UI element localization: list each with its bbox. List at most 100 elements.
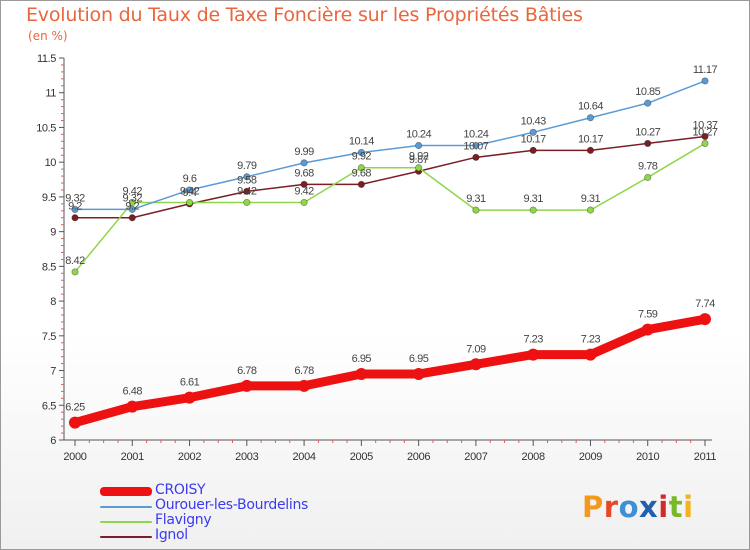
- data-label: 7.09: [466, 343, 486, 355]
- data-label: 10.24: [406, 129, 431, 141]
- data-point: [128, 198, 136, 207]
- data-label: 9.68: [294, 167, 314, 179]
- brand-letter: t: [668, 490, 684, 524]
- legend-label: Flavigny: [155, 512, 212, 528]
- data-point: [472, 141, 480, 150]
- y-tick-label: 6.5: [42, 400, 56, 412]
- data-label: 11.17: [693, 64, 718, 76]
- data-label: 6.78: [237, 365, 257, 377]
- data-label: 10.27: [635, 126, 660, 138]
- data-label: 6.78: [294, 365, 314, 377]
- data-label: 10.64: [578, 101, 603, 113]
- data-label: 9.6: [183, 173, 197, 185]
- x-tick-label: 2004: [292, 451, 315, 463]
- data-point: [415, 141, 423, 150]
- data-label: 7.23: [581, 334, 601, 346]
- data-label: 10.43: [521, 115, 546, 127]
- data-label: 9.92: [352, 151, 372, 163]
- data-label: 9.31: [581, 193, 601, 205]
- data-point: [472, 153, 480, 161]
- y-tick-label: 8.5: [42, 261, 56, 273]
- data-point: [243, 187, 251, 195]
- data-point: [298, 379, 311, 392]
- data-label: 10.24: [463, 129, 488, 141]
- x-tick-label: 2005: [350, 451, 373, 463]
- data-label: 9.99: [294, 146, 314, 158]
- data-label: 6.95: [352, 353, 372, 365]
- brand-letter: i: [683, 490, 694, 524]
- data-point: [240, 379, 253, 392]
- data-point: [586, 206, 595, 214]
- data-point: [69, 416, 81, 429]
- y-tick-label: 9.5: [42, 192, 56, 204]
- x-tick-label: 2009: [579, 451, 602, 463]
- x-tick-label: 2008: [522, 451, 545, 463]
- data-label: 10.17: [578, 133, 603, 145]
- data-label: 9.42: [294, 185, 314, 197]
- series-line-ignol: [74, 135, 706, 219]
- chart-subtitle: (en %): [28, 29, 68, 43]
- series-line-flavigny: [74, 142, 706, 273]
- x-tick-label: 2003: [235, 451, 258, 463]
- y-tick-label: 10: [45, 157, 57, 169]
- data-point: [183, 391, 196, 404]
- data-label: 9.31: [523, 193, 543, 205]
- x-tick-label: 2011: [694, 451, 717, 463]
- y-tick-label: 9: [50, 227, 56, 239]
- legend-label: CROISY: [155, 482, 206, 498]
- data-point: [243, 198, 251, 207]
- data-point: [243, 173, 251, 181]
- data-label: 9.78: [638, 160, 658, 172]
- data-label: 8.42: [65, 255, 85, 267]
- legend-swatch: [100, 536, 152, 538]
- data-label: 9.4: [183, 187, 197, 199]
- y-tick-label: 7: [50, 366, 56, 378]
- data-label: 9.79: [237, 160, 257, 172]
- data-point: [644, 139, 652, 148]
- brand-logo: Proxiti: [582, 490, 694, 524]
- data-label: 10.07: [463, 140, 488, 152]
- x-tick-label: 2000: [63, 451, 86, 463]
- data-point: [185, 186, 194, 194]
- y-tick-label: 8: [50, 296, 56, 308]
- data-label: 9.42: [123, 185, 143, 197]
- data-point: [357, 164, 365, 172]
- data-point: [529, 128, 537, 136]
- data-point: [357, 148, 365, 157]
- brand-letter: o: [618, 490, 640, 524]
- data-point: [699, 313, 711, 326]
- data-point: [644, 173, 652, 182]
- x-tick-label: 2006: [407, 451, 430, 463]
- y-tick-label: 7.5: [42, 331, 56, 343]
- data-point: [469, 358, 482, 371]
- data-label: 9.2: [68, 201, 82, 213]
- legend-label: Ourouer-les-Bourdelins: [155, 497, 309, 513]
- x-tick-label: 2001: [121, 451, 144, 463]
- chart-title: Evolution du Taux de Taxe Foncière sur l…: [26, 4, 583, 26]
- data-label: 9.58: [237, 174, 257, 186]
- x-tick-label: 2002: [178, 451, 201, 463]
- y-tick-label: 10.5: [36, 122, 56, 134]
- x-tick-label: 2007: [464, 451, 487, 463]
- data-point: [529, 146, 537, 154]
- data-label: 7.74: [695, 298, 715, 310]
- brand-letter: x: [639, 490, 659, 524]
- data-point: [300, 159, 308, 167]
- data-point: [529, 206, 537, 214]
- data-point: [415, 164, 423, 172]
- data-label: 9.87: [409, 154, 429, 166]
- data-label: 9.68: [352, 167, 372, 179]
- data-point: [128, 205, 136, 214]
- data-label: 9.92: [409, 151, 429, 163]
- data-point: [586, 114, 595, 122]
- data-point: [641, 323, 654, 336]
- data-label: 10.17: [521, 133, 546, 145]
- brand-letter: r: [603, 490, 619, 524]
- data-label: 9.32: [65, 192, 85, 204]
- data-point: [584, 348, 597, 361]
- data-point: [412, 368, 425, 381]
- data-label: 7.23: [523, 334, 543, 346]
- data-label: 10.14: [349, 135, 374, 147]
